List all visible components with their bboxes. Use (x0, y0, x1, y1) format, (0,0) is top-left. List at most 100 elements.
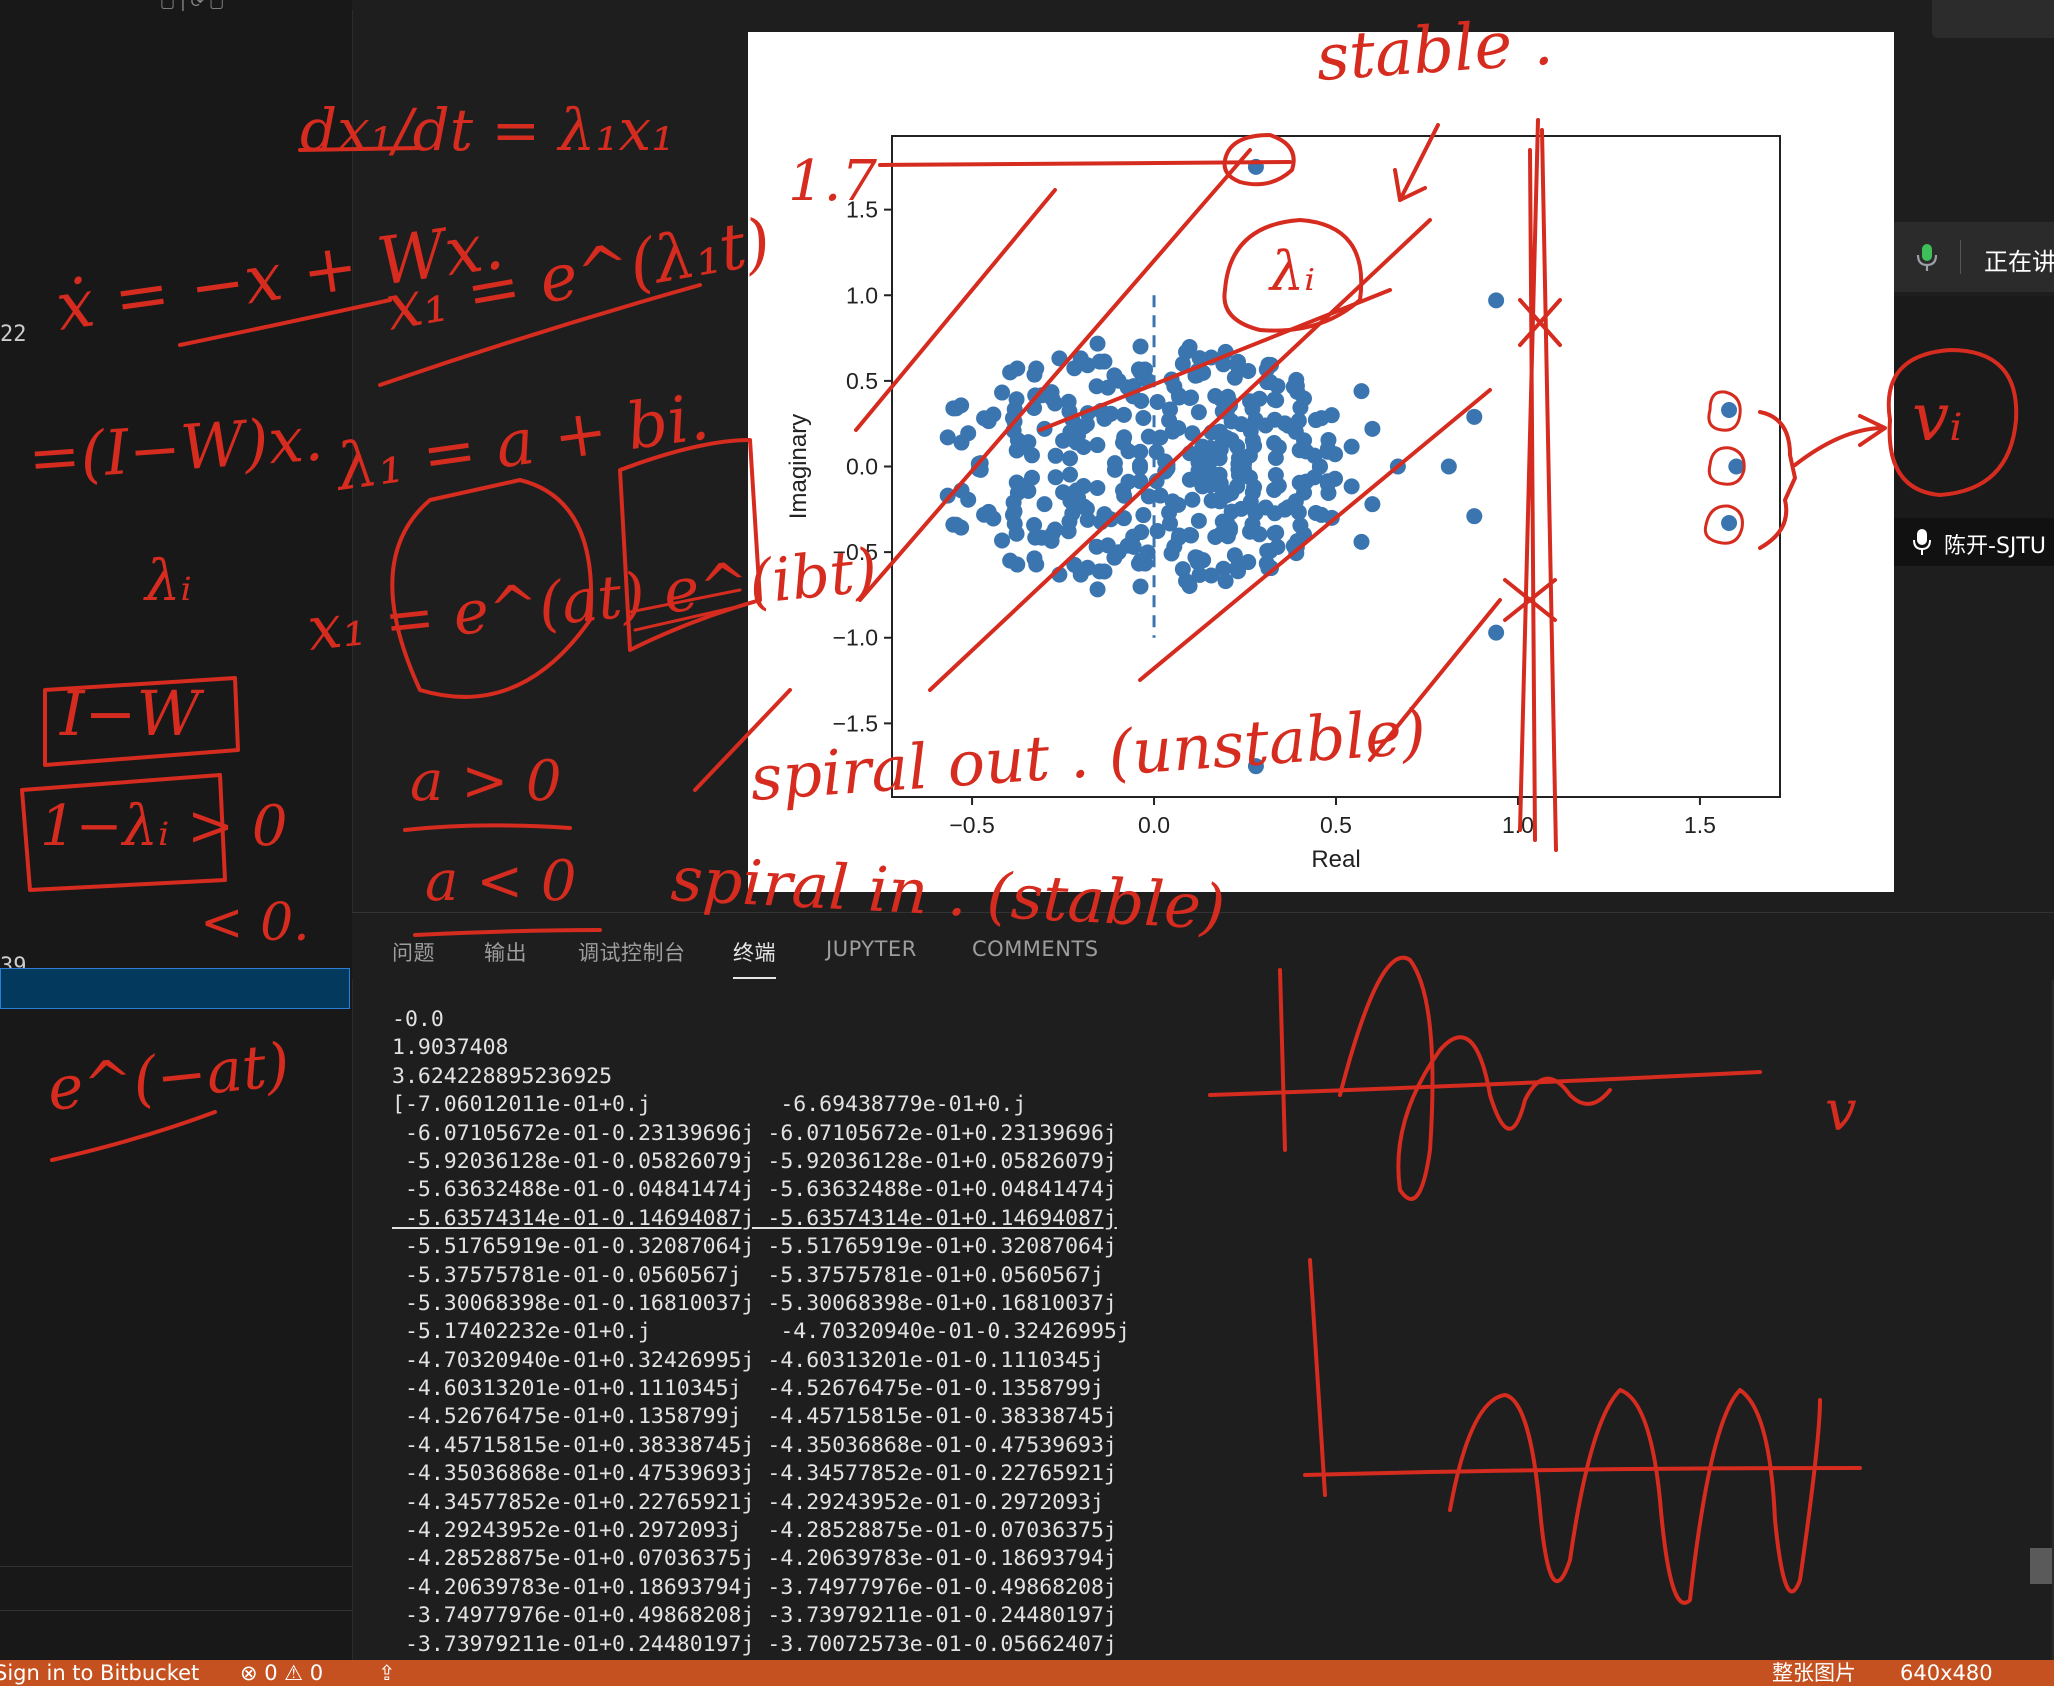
data-point (1266, 525, 1283, 542)
data-point (1364, 496, 1381, 513)
terminal-line: -3.74977976e-01+0.49868208j -3.73979211e… (392, 1603, 1117, 1629)
data-point (1008, 474, 1025, 491)
data-point (1219, 388, 1236, 405)
data-point (1061, 403, 1078, 420)
data-point (1488, 624, 1505, 641)
tab-comments[interactable]: COMMENTS (972, 937, 1099, 961)
data-point (960, 425, 977, 442)
tab-problems[interactable]: 问题 (392, 941, 435, 965)
data-point (1488, 292, 1505, 309)
terminal-output[interactable]: -0.0 1.9037408 3.624228895236925 [-7.060120… (392, 1006, 1892, 1657)
data-point (1181, 471, 1198, 488)
data-point (1247, 758, 1264, 775)
participant-name: 陈开-SJTU (1944, 534, 2046, 559)
data-point (948, 516, 965, 533)
terminal-line: [-7.06012011e-01+0.j -6.69438779e-01+0.j (392, 1092, 1027, 1118)
data-point (1230, 563, 1247, 580)
data-point (1036, 420, 1053, 437)
data-point (1364, 420, 1381, 437)
editor-toolbar[interactable] (1932, 0, 2054, 38)
data-point (1190, 404, 1207, 421)
data-point (1028, 360, 1045, 377)
terminal-scrollbar-thumb[interactable] (2030, 1548, 2052, 1584)
tab-debug-console[interactable]: 调试控制台 (578, 941, 686, 965)
x-tick-label: −0.5 (949, 812, 994, 838)
data-point (1323, 509, 1340, 526)
image-zoom-mode[interactable]: 整张图片 (1772, 1661, 1856, 1685)
data-point (1242, 523, 1259, 540)
y-axis-label: Imaginary (785, 414, 812, 519)
data-point (1066, 556, 1083, 573)
data-point (1148, 443, 1165, 460)
data-point (1440, 458, 1457, 475)
data-point (1091, 563, 1108, 580)
data-point (1247, 411, 1264, 428)
terminal-line: -5.92036128e-01-0.05826079j -5.92036128e… (392, 1148, 1117, 1174)
data-point (1190, 512, 1207, 529)
live-share-icon[interactable]: ⇪ (378, 1661, 396, 1685)
tab-output[interactable]: 输出 (484, 941, 527, 965)
sidebar-toolbar-icons[interactable]: ▢ | ⟳ ▢ (160, 0, 225, 11)
data-point (1466, 408, 1483, 425)
data-point (994, 532, 1011, 549)
data-point (1219, 528, 1236, 545)
y-tick-label: 1.0 (846, 282, 878, 308)
terminal-line: 1.9037408 (392, 1035, 509, 1061)
terminal-line: -4.52676475e-01+0.1358799j -4.45715815e-… (392, 1404, 1117, 1430)
data-point (1140, 488, 1157, 505)
speaking-status: 正在讲 (1984, 248, 2054, 276)
meeting-separator (1960, 240, 1961, 274)
data-point (1062, 492, 1079, 509)
data-point (1106, 549, 1123, 566)
data-point (1088, 538, 1105, 555)
data-point (1343, 438, 1360, 455)
data-point (1187, 549, 1204, 566)
sidebar-selected-item[interactable] (0, 968, 350, 1009)
terminal-line: -4.45715815e-01+0.38338745j -4.35036868e… (392, 1432, 1117, 1458)
tab-jupyter[interactable]: JUPYTER (826, 937, 917, 961)
data-point (1089, 335, 1106, 352)
data-point (1005, 494, 1022, 511)
data-point (1184, 491, 1201, 508)
y-tick-label: 0.5 (846, 368, 878, 394)
data-point (1106, 455, 1123, 472)
participant-video-tile[interactable] (1894, 296, 2054, 518)
data-point (1089, 437, 1106, 454)
data-point (1062, 466, 1079, 483)
x-tick-label: 1.5 (1684, 812, 1716, 838)
tab-terminal[interactable]: 终端 (733, 937, 776, 979)
data-point (1148, 473, 1165, 490)
data-point (1267, 466, 1284, 483)
data-point (1115, 510, 1132, 527)
data-point (1319, 476, 1336, 493)
y-tick-label: −1.5 (833, 710, 878, 736)
data-point (1223, 413, 1240, 430)
data-point (1116, 487, 1133, 504)
terminal-scrollbar-track (2052, 980, 2054, 1660)
data-point (1230, 461, 1247, 478)
panel-tab-bar: 问题 输出 调试控制台 终端 JUPYTER COMMENTS (352, 912, 2054, 979)
problems-count[interactable]: ⊗ 0 ⚠ 0 (240, 1661, 324, 1685)
data-point (1288, 539, 1305, 556)
data-point (1466, 508, 1483, 525)
data-point (1223, 503, 1240, 520)
y-tick-label: −1.0 (833, 625, 878, 651)
terminal-line: -6.07105672e-01-0.23139696j -6.07105672e… (392, 1120, 1117, 1146)
data-point (1226, 369, 1243, 386)
data-point (1353, 383, 1370, 400)
data-point (1135, 409, 1152, 426)
editor-tab-strip (352, 0, 2054, 10)
data-point (1047, 447, 1064, 464)
data-point (1307, 504, 1324, 521)
data-point (1066, 360, 1083, 377)
image-dimensions[interactable]: 640x480 (1900, 1661, 1993, 1685)
data-point (1223, 431, 1240, 448)
handwritten-eigenvalue: λ₁ = a + bi. (329, 380, 713, 506)
data-point (1721, 515, 1738, 532)
data-point (1132, 338, 1149, 355)
handwritten-a-negative: a < 0 (425, 849, 577, 914)
bitbucket-sign-in[interactable]: Sign in to Bitbucket (0, 1661, 200, 1685)
data-point (1164, 423, 1181, 440)
underline-stroke (403, 823, 572, 832)
handwritten-ode: dx₁/dt = λ₁x₁ (300, 96, 675, 164)
